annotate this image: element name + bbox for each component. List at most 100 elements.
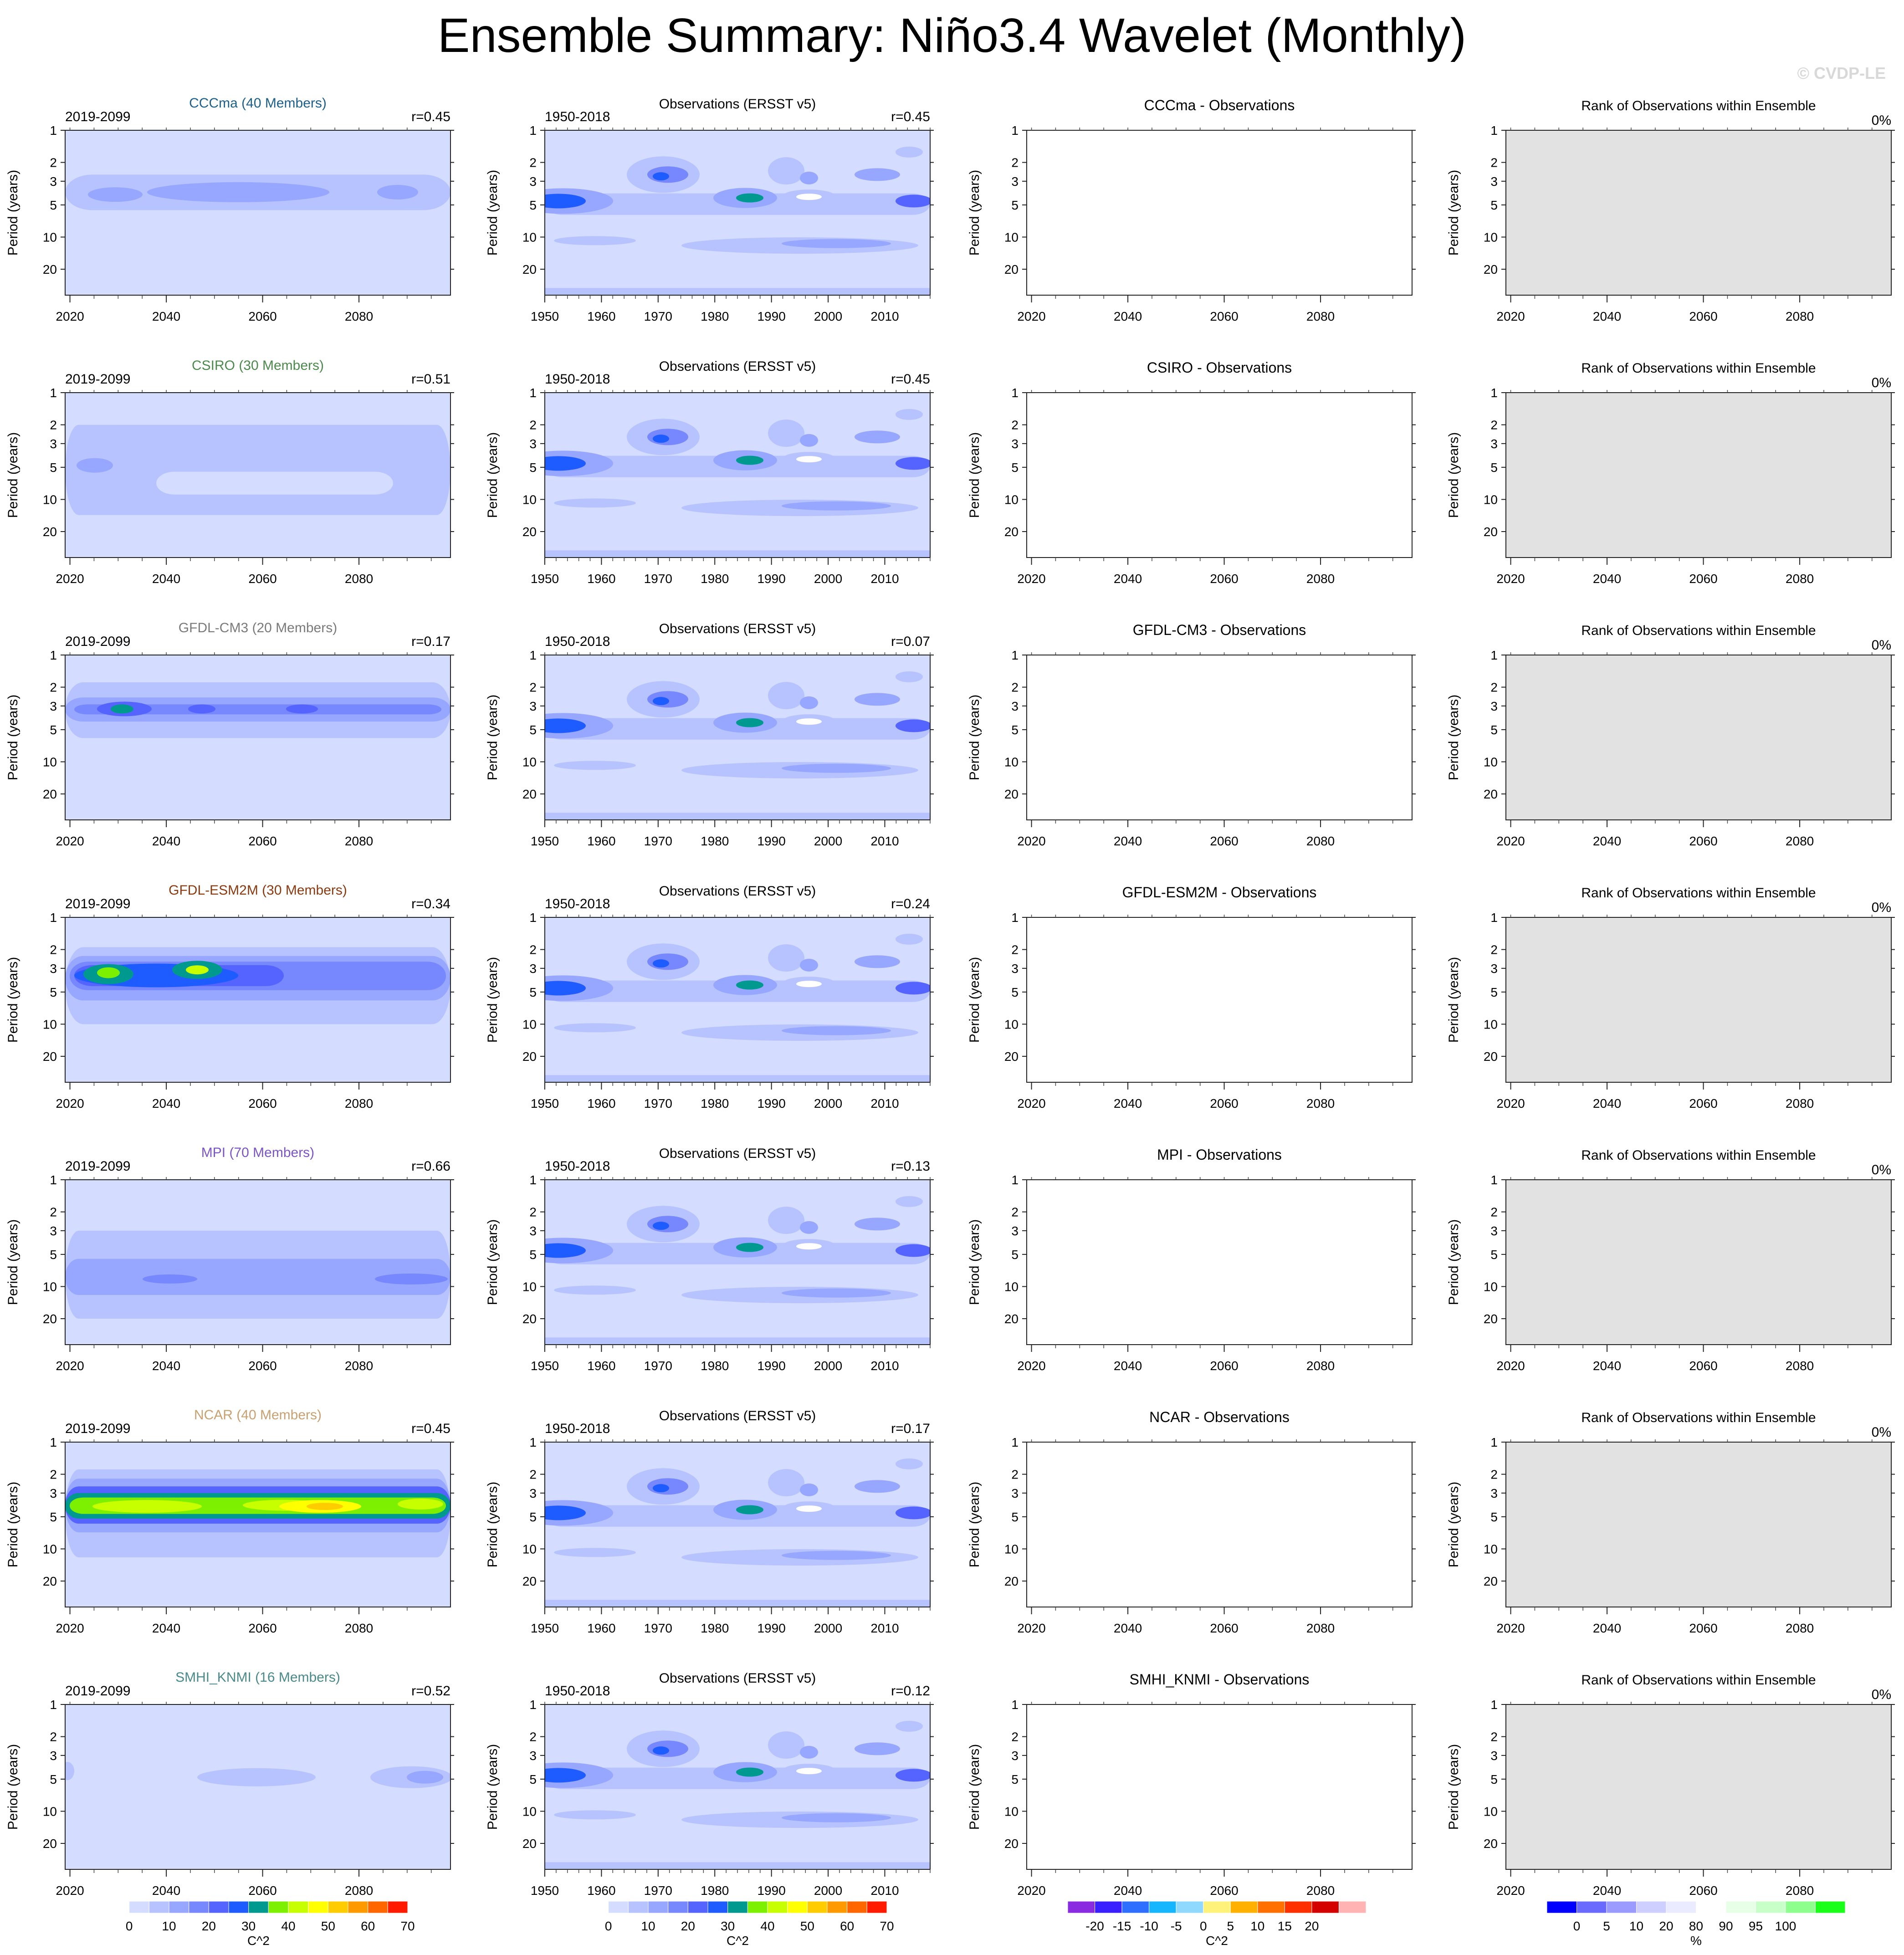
x-tick-label: 2060 bbox=[1689, 1883, 1717, 1898]
colorbar-swatch bbox=[1176, 1901, 1204, 1914]
y-axis-label: Period (years) bbox=[967, 170, 982, 256]
y-tick-label: 5 bbox=[1490, 198, 1498, 212]
y-tick-label: 3 bbox=[1490, 174, 1498, 189]
y-tick-label: 2 bbox=[529, 1205, 537, 1219]
x-tick-label: 2020 bbox=[1496, 309, 1525, 323]
y-axis-label: Period (years) bbox=[485, 957, 500, 1043]
y-tick-label: 3 bbox=[50, 699, 57, 713]
power-contour bbox=[782, 1288, 891, 1298]
y-tick-label: 3 bbox=[1011, 1224, 1019, 1238]
y-tick-label: 3 bbox=[1011, 174, 1019, 189]
x-tick-label: 2060 bbox=[1689, 309, 1717, 323]
x-tick-label: 2060 bbox=[248, 572, 276, 586]
y-tick-label: 2 bbox=[50, 1205, 57, 1219]
y-tick-label: 2 bbox=[529, 418, 537, 432]
power-contour bbox=[782, 239, 891, 248]
x-tick-label: 2060 bbox=[1210, 309, 1238, 323]
rank-value: 0% bbox=[1872, 375, 1891, 390]
x-tick-label: 2040 bbox=[152, 1883, 180, 1898]
colorbar-swatch bbox=[1666, 1901, 1696, 1914]
power-contour bbox=[407, 1771, 443, 1784]
x-tick-label: 2020 bbox=[56, 1096, 84, 1111]
power-contour bbox=[92, 1500, 202, 1513]
plot-frame bbox=[1505, 655, 1892, 820]
diff-panel-NCAR: 1 2 3 5 10 20 Period (years) 2020 2040 2060 2080 NC… bbox=[967, 1409, 1416, 1635]
colorbar-label: -10 bbox=[1140, 1919, 1158, 1933]
y-tick-label: 5 bbox=[529, 985, 537, 999]
x-tick-label: 2020 bbox=[1496, 834, 1525, 848]
y-tick-label: 2 bbox=[50, 943, 57, 957]
rank-panel-MPI: 1 2 3 5 10 20 Period (years) 2020 2040 2060 2080 Ra… bbox=[1446, 1148, 1895, 1373]
x-tick-label: 1980 bbox=[701, 1096, 729, 1111]
x-tick-label: 2040 bbox=[1114, 1883, 1142, 1898]
y-tick-label: 1 bbox=[1011, 1435, 1019, 1449]
model-title: CSIRO (30 Members) bbox=[192, 358, 324, 373]
x-tick-label: 1950 bbox=[531, 1883, 559, 1898]
y-tick-label: 10 bbox=[43, 1017, 57, 1031]
x-tick-label: 2080 bbox=[345, 572, 373, 586]
rank-title: Rank of Observations within Ensemble bbox=[1581, 98, 1816, 113]
y-tick-label: 20 bbox=[522, 1574, 537, 1588]
x-tick-label: 2060 bbox=[1210, 1883, 1238, 1898]
plot-area bbox=[65, 130, 450, 295]
colorbar-label: 100 bbox=[1775, 1919, 1797, 1933]
y-tick-label: 10 bbox=[522, 1804, 537, 1818]
y-tick-label: 5 bbox=[1011, 461, 1019, 475]
x-tick-label: 1980 bbox=[701, 834, 729, 848]
x-tick-label: 2060 bbox=[1210, 834, 1238, 848]
contour-layer bbox=[65, 1230, 450, 1319]
y-tick-label: 5 bbox=[50, 198, 57, 212]
x-tick-label: 1970 bbox=[644, 572, 672, 586]
model-panel-CSIRO: 1 2 3 5 10 20 Period (years) 2020 2040 2060 2080 CS… bbox=[5, 358, 454, 586]
power-contour bbox=[782, 1551, 891, 1560]
y-tick-label: 2 bbox=[529, 156, 537, 170]
x-tick-label: 2020 bbox=[1017, 834, 1045, 848]
x-tick-label: 2080 bbox=[1306, 309, 1335, 323]
model-panel-NCAR: 1 2 3 5 10 20 Period (years) 2020 2040 2060 2080 NC… bbox=[5, 1407, 454, 1635]
colorbar-label: 20 bbox=[1659, 1919, 1673, 1933]
rank-panel-SMHI_KNMI: 1 2 3 5 10 20 Period (years) 2020 2040 2060 2080 Ra… bbox=[1446, 1673, 1895, 1898]
obs-panel-GFDL-ESM2M: 1 2 3 5 10 20 Period (years) 1950 1960 1970 1980 19… bbox=[485, 884, 934, 1111]
x-tick-label: 1980 bbox=[701, 309, 729, 323]
colorbar-swatch bbox=[148, 1901, 169, 1914]
colorbar-swatch bbox=[189, 1901, 209, 1914]
colorbar-label: 90 bbox=[1719, 1919, 1733, 1933]
contour-layer bbox=[545, 1458, 930, 1607]
colorbar-swatch bbox=[1636, 1901, 1667, 1914]
y-tick-label: 3 bbox=[1490, 699, 1498, 713]
x-tick-label: 2060 bbox=[1210, 1096, 1238, 1111]
rank-value: 0% bbox=[1872, 113, 1891, 128]
y-tick-label: 2 bbox=[529, 943, 537, 957]
y-tick-label: 2 bbox=[1490, 1205, 1498, 1219]
correlation-label: r=0.45 bbox=[891, 372, 930, 387]
y-tick-label: 10 bbox=[1484, 230, 1498, 244]
diff-panel-GFDL-ESM2M: 1 2 3 5 10 20 Period (years) 2020 2040 2060 2080 GF… bbox=[967, 884, 1416, 1111]
y-axis-label: Period (years) bbox=[485, 170, 500, 256]
x-tick-label: 2080 bbox=[1786, 1096, 1814, 1111]
y-tick-label: 10 bbox=[43, 230, 57, 244]
plot-frame bbox=[65, 130, 451, 296]
correlation-label: r=0.45 bbox=[411, 1421, 450, 1436]
rank-value: 0% bbox=[1872, 1162, 1891, 1177]
y-tick-label: 1 bbox=[1490, 1698, 1498, 1712]
y-axis-label: Period (years) bbox=[1446, 1744, 1461, 1830]
power-contour bbox=[736, 718, 763, 727]
x-tick-label: 1970 bbox=[644, 1621, 672, 1635]
x-tick-label: 2040 bbox=[1114, 1096, 1142, 1111]
x-tick-label: 2040 bbox=[1593, 1096, 1621, 1111]
y-tick-label: 5 bbox=[1490, 985, 1498, 999]
y-tick-label: 20 bbox=[1484, 525, 1498, 539]
rank-panel-GFDL-CM3: 1 2 3 5 10 20 Period (years) 2020 2040 2060 2080 Ra… bbox=[1446, 623, 1895, 848]
y-tick-label: 3 bbox=[1011, 1749, 1019, 1763]
power-contour bbox=[800, 1221, 818, 1234]
contour-layer bbox=[65, 947, 450, 1024]
period-label: 1950-2018 bbox=[545, 1684, 610, 1699]
x-tick-label: 2040 bbox=[1593, 572, 1621, 586]
y-axis-label: Period (years) bbox=[5, 1219, 20, 1305]
y-tick-label: 10 bbox=[43, 755, 57, 769]
y-tick-label: 2 bbox=[1490, 156, 1498, 170]
x-tick-label: 2010 bbox=[870, 1621, 899, 1635]
colorbar-swatch bbox=[268, 1901, 289, 1914]
x-tick-label: 2060 bbox=[1689, 1359, 1717, 1373]
